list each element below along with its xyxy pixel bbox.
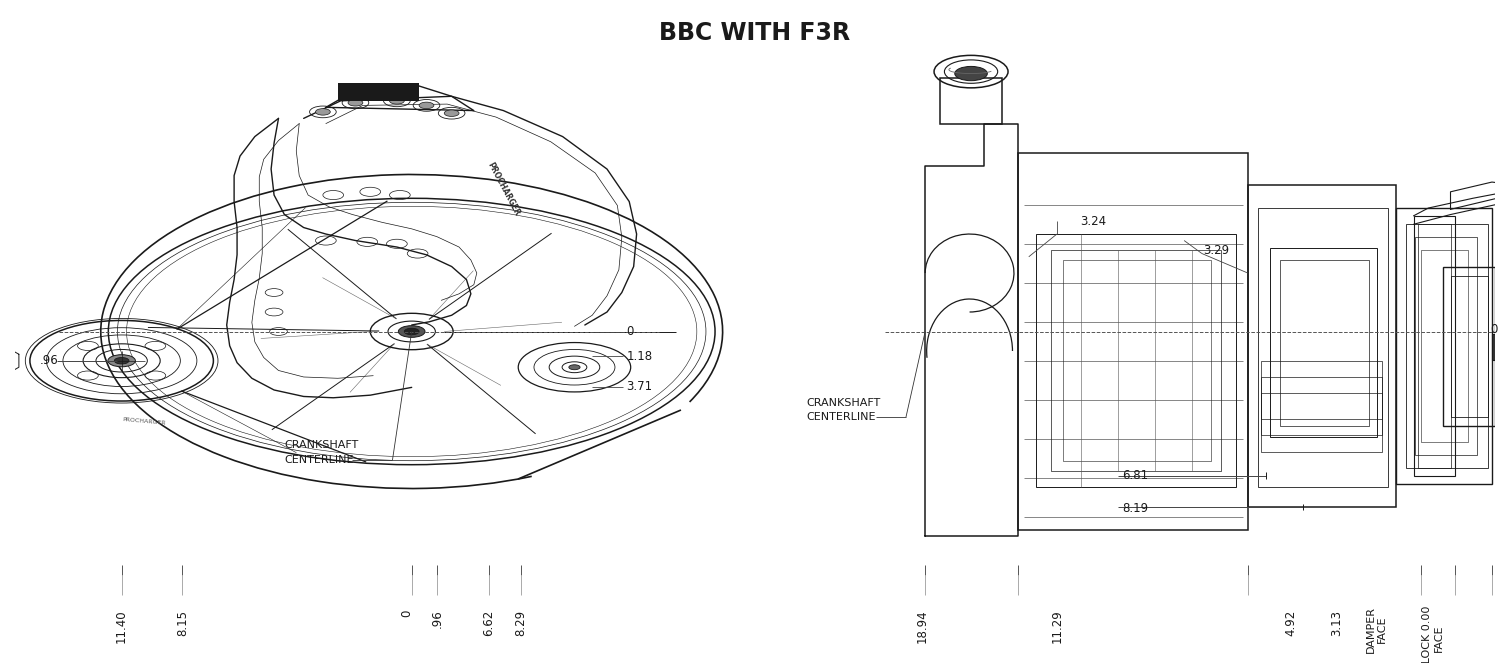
Bar xyxy=(1261,393,1383,419)
Bar xyxy=(1444,267,1495,426)
Text: .96: .96 xyxy=(430,609,444,629)
Bar xyxy=(1406,224,1487,468)
Bar xyxy=(1063,260,1211,461)
Text: 1.18: 1.18 xyxy=(627,349,652,363)
Text: .96: .96 xyxy=(39,354,57,367)
Bar xyxy=(338,83,420,101)
Text: 8.29: 8.29 xyxy=(515,609,527,636)
Bar xyxy=(1492,334,1510,360)
Bar xyxy=(1247,185,1395,507)
Circle shape xyxy=(349,99,362,106)
Bar xyxy=(1280,260,1370,426)
Bar xyxy=(1395,208,1492,484)
Text: 3.13: 3.13 xyxy=(1330,609,1342,636)
Circle shape xyxy=(316,109,331,115)
Circle shape xyxy=(115,357,128,364)
Text: 0: 0 xyxy=(400,609,414,617)
Text: 3.29: 3.29 xyxy=(1203,244,1229,257)
Circle shape xyxy=(107,355,136,367)
Circle shape xyxy=(444,110,459,117)
Bar xyxy=(1018,153,1247,530)
Circle shape xyxy=(399,326,424,337)
Bar xyxy=(1270,249,1377,437)
Bar xyxy=(1258,208,1388,487)
Text: BBC WITH F3R: BBC WITH F3R xyxy=(660,21,850,44)
Bar xyxy=(1261,377,1383,436)
Text: 4.92: 4.92 xyxy=(1284,609,1297,636)
Text: 3.24: 3.24 xyxy=(1081,215,1107,227)
Text: 8.15: 8.15 xyxy=(175,609,189,636)
Text: CRANKSHAFT: CRANKSHAFT xyxy=(806,398,880,408)
Text: BLOCK 0.00
FACE: BLOCK 0.00 FACE xyxy=(1422,606,1444,663)
Bar xyxy=(1451,276,1487,417)
Text: DAMPER
FACE: DAMPER FACE xyxy=(1365,606,1388,652)
Text: CENTERLINE: CENTERLINE xyxy=(806,412,876,422)
Text: 6.81: 6.81 xyxy=(1122,469,1148,482)
Bar xyxy=(1413,216,1456,476)
Text: PROCHARGER: PROCHARGER xyxy=(122,417,166,426)
Bar xyxy=(1036,234,1235,487)
Bar xyxy=(1418,224,1451,468)
Bar xyxy=(1421,251,1468,442)
Text: CENTERLINE: CENTERLINE xyxy=(284,455,353,465)
Circle shape xyxy=(390,97,405,104)
Text: 0: 0 xyxy=(627,325,634,338)
Text: 6.62: 6.62 xyxy=(482,609,495,636)
Text: 8.19: 8.19 xyxy=(1122,502,1148,514)
Text: CRANKSHAFT: CRANKSHAFT xyxy=(284,440,359,450)
Text: 11.29: 11.29 xyxy=(1051,609,1063,643)
Bar xyxy=(1261,361,1383,452)
Bar xyxy=(939,78,1003,123)
Text: 3.71: 3.71 xyxy=(627,380,652,393)
Circle shape xyxy=(569,365,580,370)
Text: PROCHARGER: PROCHARGER xyxy=(486,160,521,217)
Text: 18.94: 18.94 xyxy=(915,609,929,643)
Bar xyxy=(1415,237,1477,455)
Text: 0: 0 xyxy=(1490,323,1498,336)
Circle shape xyxy=(405,328,420,335)
Text: 11.40: 11.40 xyxy=(115,609,128,643)
Circle shape xyxy=(420,102,433,109)
Circle shape xyxy=(954,66,988,81)
Bar xyxy=(1051,251,1222,471)
